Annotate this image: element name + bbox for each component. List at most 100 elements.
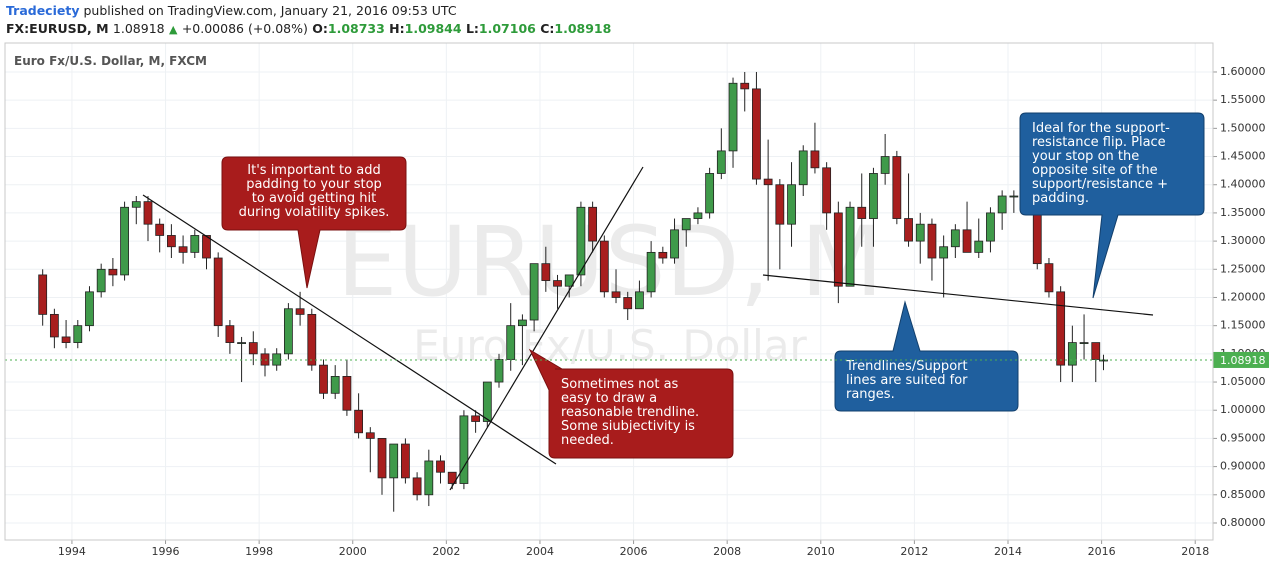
candle-body bbox=[85, 291, 94, 327]
trendlines bbox=[142, 166, 1154, 491]
candle-body bbox=[997, 195, 1007, 214]
candle-body bbox=[740, 82, 750, 90]
callout-text: Ideal for the support-resistance flip. P… bbox=[1032, 121, 1170, 206]
y-tick-label: 1.00000 bbox=[1220, 403, 1266, 416]
last-price: 1.08918 bbox=[112, 21, 165, 36]
candle-body bbox=[611, 291, 621, 298]
ohlc-value: 1.08733 bbox=[327, 21, 385, 36]
candle-body bbox=[1067, 342, 1077, 366]
callout-line: reasonable trendline. bbox=[561, 405, 699, 420]
change: +0.00086 (+0.08%) bbox=[181, 21, 308, 36]
candle-body bbox=[869, 173, 878, 219]
candle-body bbox=[342, 376, 352, 411]
candle-body bbox=[202, 235, 211, 259]
x-tick-label: 2000 bbox=[339, 545, 367, 558]
candle-body bbox=[49, 313, 59, 338]
candle-body bbox=[693, 212, 703, 219]
candle-body bbox=[950, 229, 960, 248]
candle-body bbox=[845, 206, 855, 287]
ohlc-value: 1.07106 bbox=[478, 21, 536, 36]
callout: Sometimes not as easy to draw a reasonable… bbox=[528, 348, 734, 459]
trendline bbox=[762, 274, 1154, 316]
candle-body bbox=[1079, 342, 1089, 344]
callout-line: It's important to add bbox=[247, 163, 380, 178]
ohlc-value: 1.08918 bbox=[554, 21, 612, 36]
x-tick-label: 2004 bbox=[526, 545, 554, 558]
candle-body bbox=[248, 342, 258, 355]
candle-body bbox=[658, 251, 668, 259]
candle-body bbox=[541, 263, 551, 281]
candle-body bbox=[599, 240, 609, 293]
ohlc-label: O: bbox=[312, 21, 328, 36]
ohlc-label: L: bbox=[465, 21, 479, 36]
axes: 0.80000 0.85000 0.90000 0.95000 1.00000 1.050… bbox=[5, 65, 1269, 558]
trendline bbox=[449, 166, 644, 491]
candle-body bbox=[213, 257, 223, 327]
candle-body bbox=[354, 409, 364, 434]
y-tick-label: 1.30000 bbox=[1220, 234, 1266, 247]
candle-body bbox=[623, 297, 633, 310]
candle-body bbox=[143, 201, 153, 225]
candle-body bbox=[307, 313, 317, 366]
callout-line: padding. bbox=[1032, 191, 1089, 206]
y-tick-label: 0.90000 bbox=[1220, 460, 1266, 473]
watermark-symbol: EURUSD, M bbox=[337, 206, 884, 318]
candle-body bbox=[927, 223, 937, 259]
candle-body bbox=[1099, 359, 1108, 362]
candle-body bbox=[178, 246, 188, 253]
y-tick-label: 1.05000 bbox=[1220, 375, 1266, 388]
candle-body bbox=[518, 319, 527, 327]
callout-line: padding to your stop bbox=[246, 177, 382, 192]
y-tick-label: 0.95000 bbox=[1220, 431, 1266, 444]
callout-line: needed. bbox=[561, 433, 614, 448]
candle-body bbox=[401, 443, 410, 479]
candle-body bbox=[365, 432, 375, 439]
candle-body bbox=[436, 460, 445, 473]
last-price-box bbox=[1213, 351, 1269, 368]
pane-title: Euro Fx/U.S. Dollar, M, FXCM bbox=[14, 54, 207, 68]
candle-body bbox=[857, 206, 867, 219]
callout-line: to avoid getting hit bbox=[252, 191, 376, 206]
candle-body bbox=[705, 173, 715, 214]
y-tick-label: 1.15000 bbox=[1220, 319, 1266, 332]
callout-line: resistance flip. Place bbox=[1032, 135, 1166, 150]
callout-box bbox=[1019, 112, 1205, 299]
callout-box bbox=[528, 348, 734, 459]
x-tick-label: 1994 bbox=[58, 545, 86, 558]
pane-border bbox=[4, 42, 1214, 541]
x-tick-label: 2018 bbox=[1181, 545, 1209, 558]
ohlc-label: C: bbox=[540, 21, 555, 36]
callout-line: during volatility spikes. bbox=[239, 205, 390, 220]
candle-body bbox=[1091, 342, 1101, 360]
x-tick-label: 2010 bbox=[807, 545, 835, 558]
y-tick-label: 1.45000 bbox=[1220, 150, 1266, 163]
candle-body bbox=[73, 325, 83, 343]
candle-body bbox=[529, 263, 539, 321]
x-tick-label: 2014 bbox=[994, 545, 1022, 558]
candle-body bbox=[1056, 291, 1066, 366]
candle-body bbox=[494, 359, 504, 383]
y-tick-label: 1.35000 bbox=[1220, 206, 1266, 219]
candle-body bbox=[787, 184, 796, 225]
candle-body bbox=[822, 167, 832, 214]
callout-text: Sometimes not as easy to draw a reasonable… bbox=[561, 377, 699, 448]
callout-line: your stop on the bbox=[1032, 149, 1139, 164]
candle-body bbox=[892, 156, 902, 219]
candle-body bbox=[646, 251, 656, 293]
callout: It's important to add padding to your sto… bbox=[221, 156, 407, 289]
callout-line: ranges. bbox=[846, 387, 895, 402]
ohlc-label: H: bbox=[389, 21, 405, 36]
up-arrow: ▲ bbox=[168, 23, 178, 36]
candle-body bbox=[681, 218, 691, 231]
candle-body bbox=[588, 206, 598, 242]
x-tick-label: 1996 bbox=[152, 545, 180, 558]
candle-body bbox=[553, 280, 562, 287]
callout-text: Trendlines/Support lines are suited for ra… bbox=[845, 359, 968, 402]
callout-text: It's important to add padding to your sto… bbox=[239, 163, 390, 220]
candle-body bbox=[295, 308, 305, 315]
y-tick-label: 1.40000 bbox=[1220, 178, 1266, 191]
quote-line: FX:EURUSD, M 1.08918 ▲ +0.00086 (+0.08%)… bbox=[6, 21, 611, 36]
author-link[interactable]: Tradeciety bbox=[6, 3, 80, 18]
candle-body bbox=[319, 364, 328, 394]
y-tick-label: 0.80000 bbox=[1220, 516, 1266, 529]
